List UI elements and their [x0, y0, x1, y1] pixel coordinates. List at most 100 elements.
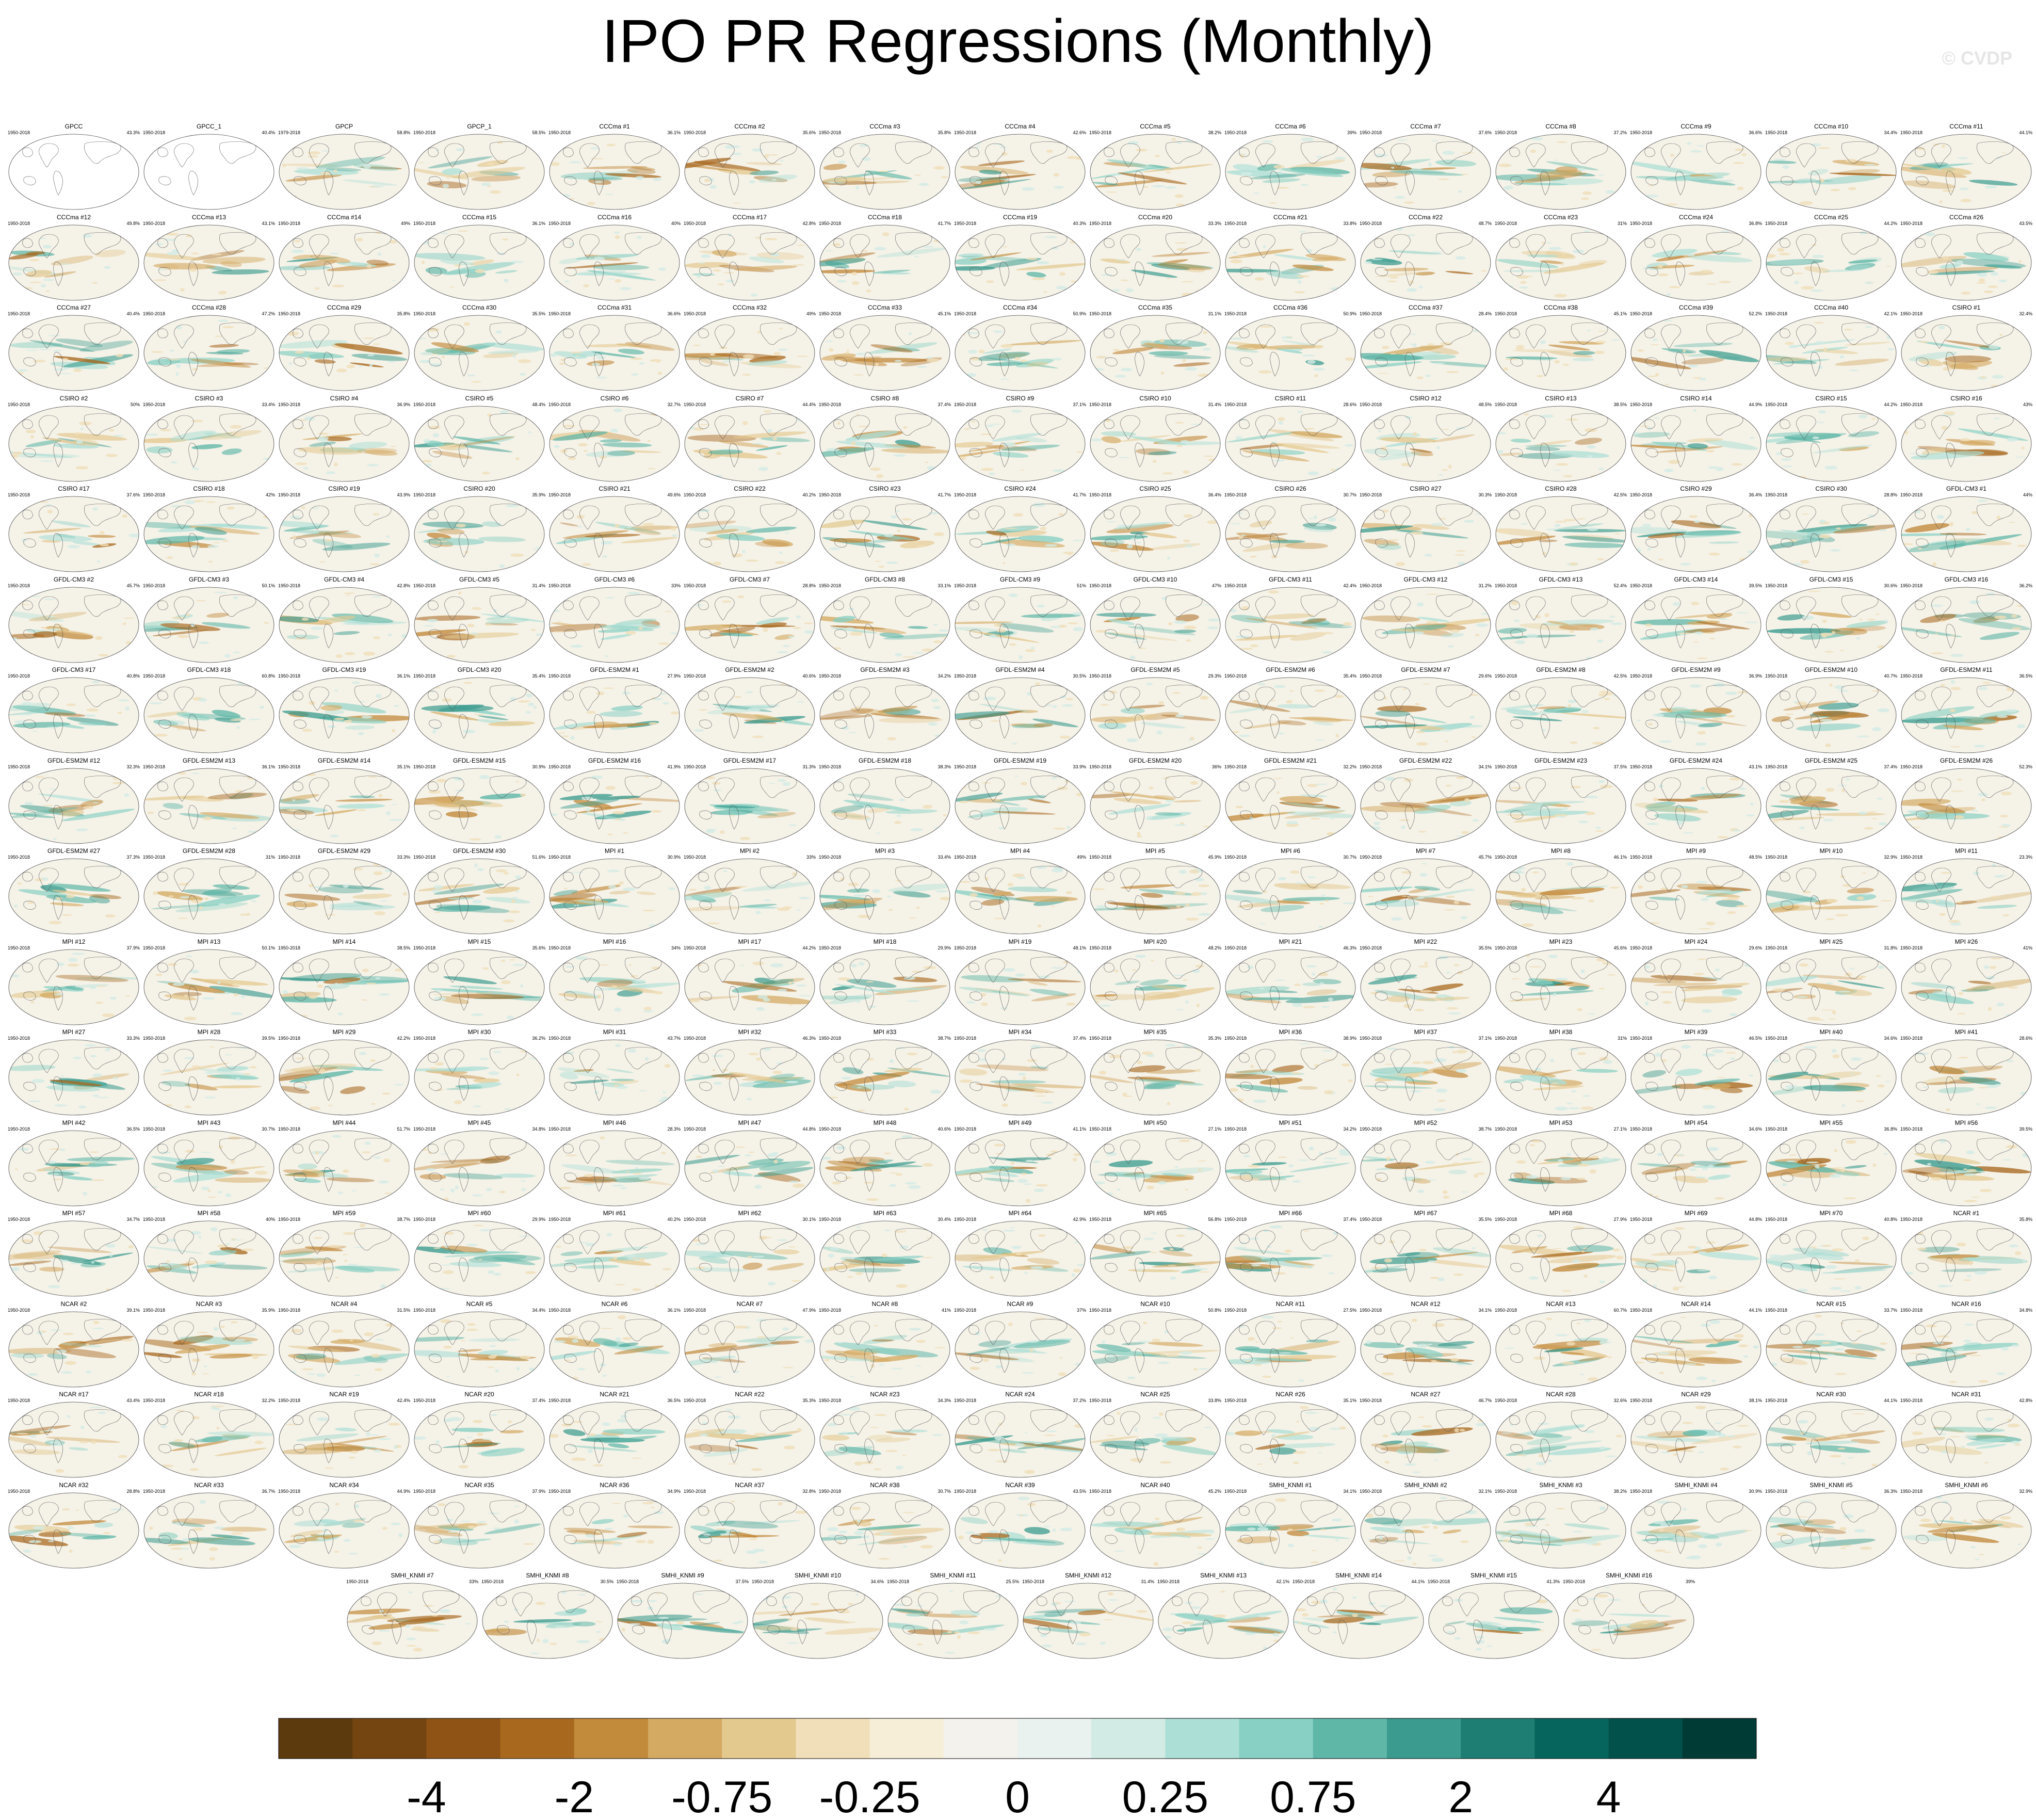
map-panel: CSIRO #10 1950-2018 31.4%: [1088, 395, 1222, 484]
panel-title: CCCma #12: [56, 213, 91, 221]
map-panel: NCAR #11 1950-2018 27.5%: [1223, 1300, 1358, 1389]
regression-field: [279, 1223, 400, 1289]
map-panel: MPI #46 1950-2018 28.3%: [547, 1119, 682, 1208]
panel-years: 1950-2018: [819, 1126, 842, 1132]
panel-title: MPI #24: [1684, 938, 1708, 945]
map-panel: CCCma #14 1950-2018 49%: [277, 214, 411, 302]
world-map: [684, 1492, 815, 1568]
panel-years: 1950-2018: [1630, 492, 1653, 497]
world-map: [1225, 1492, 1356, 1568]
panel-years: 1950-2018: [1089, 1307, 1112, 1313]
panel-years: 1950-2018: [1765, 1217, 1788, 1222]
panel-years: 1950-2018: [1089, 583, 1112, 588]
panel-title: GFDL-ESM2M #10: [1804, 666, 1858, 673]
colorbar-swatch: [352, 1718, 427, 1759]
panel-percent: 51.6%: [532, 855, 545, 860]
panel-title: MPI #26: [1954, 938, 1978, 945]
panel-percent: 34.6%: [870, 1579, 884, 1584]
panel-title: CSIRO #18: [193, 485, 225, 492]
panel-percent: 45.7%: [126, 583, 140, 588]
colorbar-swatch: [722, 1718, 796, 1759]
panel-percent: 51%: [1076, 583, 1086, 588]
panel-percent: 36.9%: [1749, 673, 1762, 679]
panel-title: NCAR #7: [736, 1300, 763, 1308]
map-panel: GFDL-CM3 #5 1950-2018 31.4%: [412, 576, 546, 665]
panel-years: 1950-2018: [278, 673, 301, 679]
panel-percent: 42.1%: [1276, 1579, 1289, 1584]
world-map: [1495, 406, 1626, 481]
panel-years: 1950-2018: [684, 855, 706, 860]
panel-percent: 30.7%: [1343, 855, 1356, 860]
panel-title: GFDL-ESM2M #2: [725, 666, 774, 673]
panel-title: CSIRO #4: [330, 394, 359, 402]
panel-percent: 36.3%: [1884, 1488, 1897, 1494]
world-map: [8, 768, 139, 844]
map-panel: GFDL-ESM2M #23 1950-2018 37.5%: [1494, 757, 1628, 846]
panel-title: MPI #59: [332, 1210, 356, 1217]
panel-percent: 31.2%: [1478, 583, 1492, 588]
panel-years: 1950-2018: [278, 311, 301, 316]
panel-title: CCCma #4: [1005, 123, 1036, 130]
regression-field: [282, 681, 409, 746]
colorbar-tick-label: 0: [1005, 1773, 1030, 1820]
map-panel: CCCma #24 1950-2018 36.8%: [1629, 214, 1763, 302]
panel-percent: 34.1%: [1478, 764, 1492, 769]
map-panel: MPI #23 1950-2018 45.6%: [1494, 938, 1628, 1027]
panel-title: CSIRO #10: [1139, 394, 1171, 402]
panel-percent: 41%: [2023, 945, 2032, 951]
panel-title: MPI #64: [1008, 1210, 1032, 1217]
panel-years: 1950-2018: [1089, 1036, 1112, 1041]
world-map: [1090, 1039, 1221, 1116]
panel-percent: 49%: [1076, 855, 1086, 860]
world-map: [1090, 1130, 1221, 1206]
regression-field: [1361, 1224, 1491, 1285]
panel-title: MPI #44: [332, 1119, 356, 1126]
panel-years: 1950-2018: [1900, 583, 1923, 588]
panel-percent: 48.2%: [1208, 945, 1221, 951]
panel-title: CSIRO #27: [1410, 485, 1442, 492]
panel-title: CSIRO #12: [1410, 394, 1442, 402]
panel-percent: 33.4%: [938, 855, 951, 860]
panel-years: 1950-2018: [1224, 130, 1247, 135]
world-map: [1495, 677, 1626, 753]
panel-percent: 34.9%: [667, 1488, 681, 1494]
map-panel: NCAR #17 1950-2018 43.4%: [7, 1391, 141, 1479]
panel-title: SMHI_KNMI #16: [1605, 1572, 1653, 1579]
panel-years: 1950-2018: [278, 1398, 301, 1403]
panel-percent: 40.4%: [262, 130, 275, 135]
panel-years: 1950-2018: [1089, 764, 1112, 769]
regression-field: [1906, 1045, 2028, 1112]
panel-title: NCAR #13: [1546, 1300, 1576, 1308]
regression-field: [1631, 953, 1752, 1016]
panel-years: 1950-2018: [1089, 1217, 1112, 1222]
world-map: [1901, 1311, 2032, 1387]
panel-title: GFDL-CM3 #3: [188, 575, 230, 583]
world-map: [143, 496, 274, 572]
panel-years: 1950-2018: [278, 764, 301, 769]
map-panel: SMHI_KNMI #1 1950-2018 34.1%: [1223, 1481, 1358, 1570]
regression-field: [1631, 139, 1761, 205]
panel-title: CSIRO #30: [1815, 485, 1847, 492]
world-map: [1630, 1220, 1762, 1297]
panel-percent: 42.4%: [1343, 583, 1356, 588]
panel-percent: 35.4%: [1343, 673, 1356, 679]
panel-percent: 28.3%: [667, 1126, 681, 1132]
panel-title: GPCC: [64, 123, 83, 130]
panel-title: GFDL-ESM2M #3: [860, 666, 910, 673]
map-panel: GFDL-CM3 #12 1950-2018 31.2%: [1359, 576, 1493, 665]
panel-title: MPI #33: [873, 1028, 897, 1036]
panel-title: GFDL-ESM2M #6: [1266, 666, 1315, 673]
regression-field: [1496, 504, 1626, 566]
world-map: [1495, 134, 1626, 210]
panel-title: NCAR #30: [1816, 1391, 1846, 1398]
panel-percent: 50.9%: [1343, 311, 1356, 316]
world-map: [819, 768, 950, 844]
regression-field: [1496, 1047, 1618, 1111]
map-panel: MPI #58 1950-2018 40%: [142, 1210, 276, 1298]
map-panel: NCAR #19 1950-2018 42.4%: [277, 1391, 411, 1479]
panel-percent: 34.4%: [532, 1307, 545, 1313]
regression-field: [955, 1409, 1085, 1474]
panel-years: 1950-2018: [1224, 401, 1247, 407]
regression-field: [820, 1407, 943, 1471]
regression-field: [283, 1135, 392, 1194]
